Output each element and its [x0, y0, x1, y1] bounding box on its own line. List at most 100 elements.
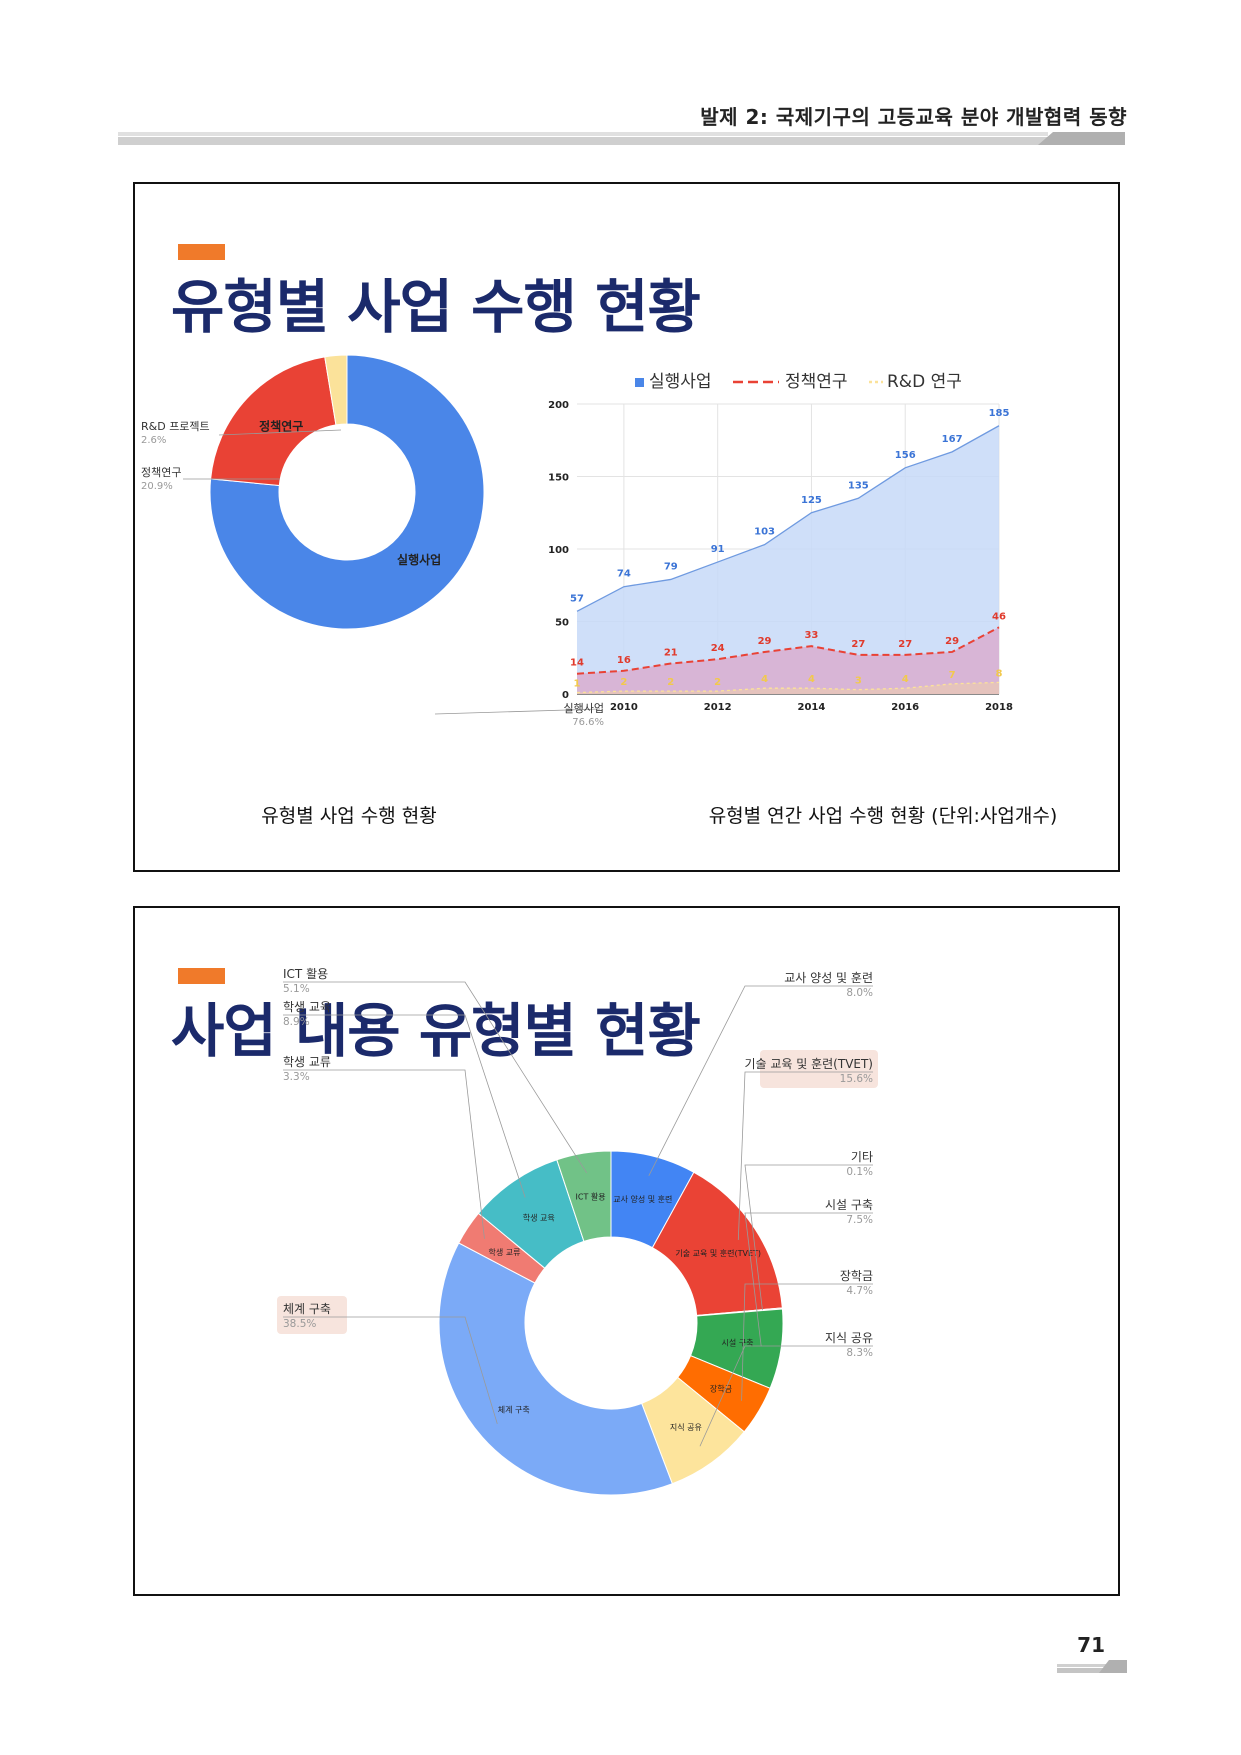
- callout-percent: 15.6%: [840, 1073, 873, 1085]
- x-tick-label: 2012: [704, 702, 732, 713]
- highlight-box: [277, 1296, 347, 1334]
- legend-label: 실행사업: [649, 372, 712, 392]
- callout-line: [283, 1316, 498, 1424]
- callout-percent: 76.6%: [572, 717, 604, 728]
- data-label-rnd-research: 2: [714, 677, 721, 688]
- callout-line: [648, 985, 873, 1176]
- highlight-box: [760, 1050, 878, 1088]
- callout-percent: 20.9%: [141, 481, 173, 492]
- callout-label: 학생 교류: [283, 1055, 331, 1069]
- slice-inner-label: 기술 교육 및 훈련(TVET): [675, 1248, 761, 1258]
- data-label-rnd-research: 2: [667, 677, 674, 688]
- callout-label: 실행사업: [564, 702, 604, 715]
- title-accent-bar: [178, 968, 225, 984]
- data-label-policy-research: 27: [851, 639, 865, 650]
- y-tick-label: 200: [548, 400, 569, 411]
- x-tick-label: 2014: [798, 702, 826, 713]
- callout-line: [218, 429, 342, 436]
- callout-percent: 3.3%: [283, 1071, 310, 1083]
- pie-slice-tvet: [651, 1171, 783, 1316]
- data-label-rnd-research: 4: [761, 674, 768, 685]
- callout-label: 교사 양성 및 훈련: [784, 971, 873, 985]
- caption-left: 유형별 사업 수행 현황: [261, 805, 436, 827]
- slice-inner-label: 정책연구: [259, 419, 303, 434]
- callout-line: [737, 1071, 873, 1240]
- data-label-execution-projects: 74: [617, 569, 631, 580]
- data-label-execution-projects: 91: [711, 544, 725, 555]
- slice-inner-label: 학생 교류: [488, 1247, 520, 1257]
- header-rule: [118, 132, 1125, 145]
- slice-inner-label: 실행사업: [397, 552, 441, 567]
- data-label-policy-research: 27: [898, 639, 912, 650]
- data-label-policy-research: 29: [945, 636, 959, 647]
- callout-percent: 0.1%: [846, 1166, 873, 1178]
- slice-inner-label: 장학금: [710, 1384, 732, 1394]
- legend-swatch: [635, 378, 644, 387]
- y-tick-label: 100: [548, 545, 569, 556]
- line-rnd-research: [576, 681, 1000, 694]
- data-label-execution-projects: 185: [989, 408, 1010, 419]
- legend-label: R&D 연구: [887, 372, 962, 392]
- data-label-rnd-research: 8: [996, 668, 1003, 679]
- slide-title: 유형별 사업 수행 현황: [171, 273, 701, 341]
- callout-label: 시설 구축: [825, 1198, 873, 1212]
- slide-title: 사업 내용 유형별 현황: [171, 997, 701, 1065]
- line-policy-research: [576, 626, 1000, 675]
- callout-label: 기타: [851, 1150, 873, 1164]
- data-label-rnd-research: 7: [949, 670, 956, 681]
- data-label-rnd-research: 3: [855, 676, 862, 687]
- slice-inner-label: 체계 구축: [498, 1404, 530, 1414]
- x-tick-label: 2018: [985, 702, 1013, 713]
- data-label-policy-research: 14: [570, 658, 584, 669]
- legend-label: 정책연구: [785, 372, 848, 392]
- caption-right: 유형별 연간 사업 수행 현황 (단위:사업개수): [709, 805, 1058, 827]
- data-label-rnd-research: 2: [620, 677, 627, 688]
- data-label-execution-projects: 135: [848, 480, 869, 491]
- callout-percent: 7.5%: [846, 1214, 873, 1226]
- line-execution-projects: [576, 425, 1000, 612]
- slice-inner-label: 지식 공유: [670, 1423, 702, 1432]
- title-accent-bar: [178, 244, 225, 260]
- data-label-execution-projects: 156: [895, 450, 916, 461]
- callout-percent: 5.1%: [283, 983, 310, 995]
- area-execution-projects: [577, 425, 999, 694]
- callout-percent: 8.9%: [283, 1016, 310, 1028]
- data-label-execution-projects: 79: [664, 561, 678, 572]
- area-policy-research: [577, 627, 999, 694]
- callout-label: 장학금: [840, 1269, 873, 1283]
- slice-inner-label: 학생 교육: [523, 1212, 555, 1222]
- data-label-policy-research: 16: [617, 655, 631, 666]
- slice-inner-label: 교사 양성 및 훈련: [613, 1194, 672, 1204]
- page-number-rule: [1057, 1660, 1127, 1673]
- callout-line: [283, 1069, 485, 1239]
- callout-line: [283, 981, 588, 1174]
- data-label-rnd-research: 1: [574, 679, 581, 690]
- data-label-policy-research: 33: [804, 630, 818, 641]
- callout-label: 기술 교육 및 훈련(TVET): [744, 1057, 873, 1071]
- x-tick-label: 2010: [610, 702, 638, 713]
- data-label-rnd-research: 4: [808, 674, 815, 685]
- y-tick-label: 50: [555, 618, 569, 629]
- x-tick-label: 2016: [891, 702, 919, 713]
- callout-line: [283, 1014, 526, 1198]
- callout-line: [741, 1283, 873, 1401]
- pie-slice-system-building: [438, 1242, 673, 1496]
- callout-line: [434, 708, 601, 715]
- data-label-policy-research: 46: [992, 611, 1006, 622]
- callout-percent: 2.6%: [141, 435, 166, 446]
- slide-project-types: 유형별 사업 수행 현황 실행사업 정책연구 R&D 프로젝트 2.6% 정책연구 20.…: [133, 182, 1120, 872]
- page-header-title: 발제 2: 국제기구의 고등교육 분야 개발협력 동향: [700, 105, 1127, 129]
- pie-slice-ict-use: [556, 1150, 612, 1243]
- slice-inner-label: 시설 구축: [721, 1338, 753, 1348]
- callout-label: 체계 구축: [283, 1302, 331, 1316]
- callout-line: [744, 1212, 873, 1347]
- data-label-execution-projects: 57: [570, 593, 584, 604]
- y-tick-label: 0: [562, 690, 569, 701]
- callout-percent: 8.3%: [846, 1347, 873, 1359]
- callout-label: ICT 활용: [283, 967, 328, 981]
- data-label-rnd-research: 4: [902, 674, 909, 685]
- data-label-execution-projects: 125: [801, 495, 822, 506]
- callout-label: 정책연구: [141, 466, 181, 479]
- callout-percent: 4.7%: [846, 1285, 873, 1297]
